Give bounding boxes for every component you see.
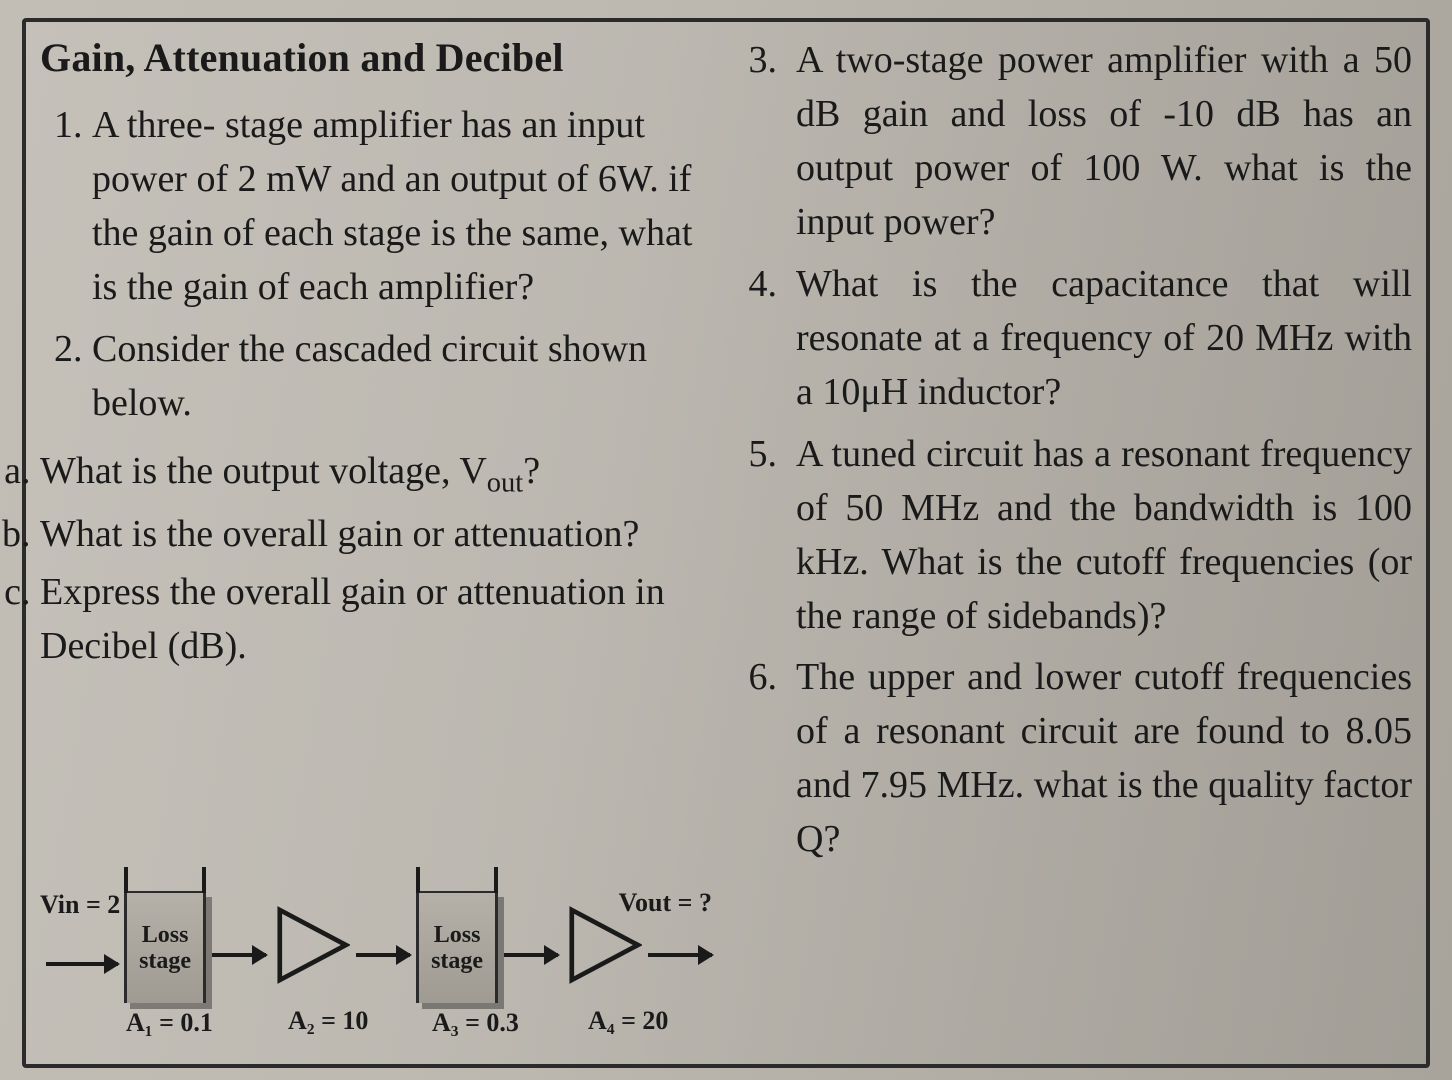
q2a-subscript: out xyxy=(487,467,523,498)
gain-label-a2: A₂ = 10 xyxy=(288,1006,368,1036)
gain-label-a4: A₄ = 20 xyxy=(588,1006,668,1036)
section-title: Gain, Attenuation and Decibel xyxy=(40,34,712,81)
arrow-in xyxy=(46,962,118,966)
amp-stage-4 xyxy=(564,899,642,991)
loss-stage-1: Loss stage xyxy=(124,891,206,1003)
question-2a: What is the output voltage, Vout? xyxy=(40,445,712,504)
loss-stage-3: Loss stage xyxy=(416,891,498,1003)
amp4-icon xyxy=(564,899,642,991)
arrow-out xyxy=(648,953,712,957)
q2a-text-pre: What is the output voltage, V xyxy=(40,450,487,492)
right-column: A two-stage power amplifier with a 50 dB… xyxy=(740,32,1412,1056)
content-frame: Gain, Attenuation and Decibel A three- s… xyxy=(22,18,1430,1068)
right-question-list: A two-stage power amplifier with a 50 dB… xyxy=(740,34,1412,875)
diagram-blocks-row: Loss stage Loss stage xyxy=(40,892,712,1002)
left-question-list: A three- stage amplifier has an input po… xyxy=(40,99,712,439)
q2a-text-post: ? xyxy=(523,450,540,492)
question-5: A tuned circuit has a resonant frequency… xyxy=(796,428,1412,644)
loss1-line1: Loss xyxy=(142,922,189,948)
amp-stage-2 xyxy=(272,899,350,991)
question-2c: Express the overall gain or attenuation … xyxy=(40,566,712,674)
loss1-line2: stage xyxy=(139,948,191,974)
question-6: The upper and lower cutoff frequencies o… xyxy=(796,651,1412,867)
gain-label-a1: A₁ = 0.1 xyxy=(126,1008,213,1038)
question-4: What is the capacitance that will resona… xyxy=(796,258,1412,420)
arrow-2-3 xyxy=(356,953,410,957)
left-column: Gain, Attenuation and Decibel A three- s… xyxy=(40,32,712,1056)
arrow-3-4 xyxy=(504,953,558,957)
question-2-intro: Consider the cascaded circuit shown belo… xyxy=(92,328,647,424)
question-2b: What is the overall gain or attenuation? xyxy=(40,508,712,562)
page: Gain, Attenuation and Decibel A three- s… xyxy=(0,0,1452,1080)
question-2: Consider the cascaded circuit shown belo… xyxy=(92,323,712,431)
gain-label-a3: A₃ = 0.3 xyxy=(432,1008,519,1038)
question-2-subparts: What is the output voltage, Vout? What i… xyxy=(40,445,712,678)
amp2-icon xyxy=(272,899,350,991)
question-1: A three- stage amplifier has an input po… xyxy=(92,99,712,315)
arrow-1-2 xyxy=(212,953,266,957)
loss3-line2: stage xyxy=(431,948,483,974)
question-3: A two-stage power amplifier with a 50 dB… xyxy=(796,34,1412,250)
cascade-diagram: Vin = 2 mV Vout = ? Loss stage xyxy=(40,846,712,1056)
loss3-line1: Loss xyxy=(434,922,481,948)
